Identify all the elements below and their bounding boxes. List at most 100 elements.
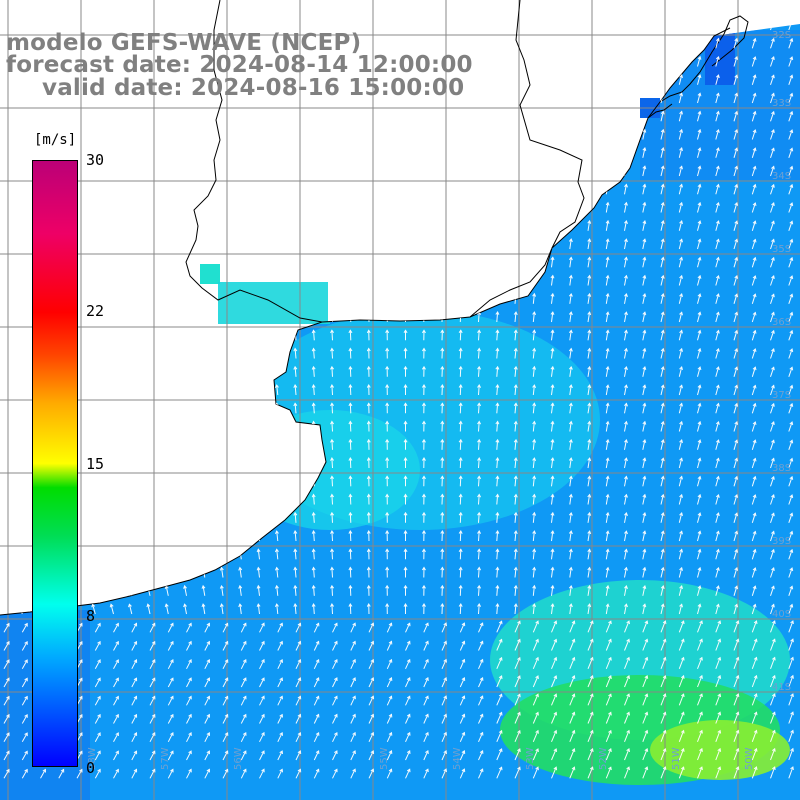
wind-arrow-head bbox=[366, 365, 371, 370]
wind-arrow bbox=[642, 604, 646, 615]
wind-arrow bbox=[478, 403, 480, 414]
wind-arrow-head bbox=[404, 20, 407, 23]
wind-arrow-head bbox=[771, 21, 774, 24]
wind-arrow bbox=[202, 166, 206, 177]
wind-arrow bbox=[514, 166, 517, 177]
wind-arrow-head bbox=[679, 347, 683, 352]
wind-arrow-head bbox=[334, 695, 338, 700]
wind-arrow-head bbox=[679, 37, 683, 42]
wind-arrow-head bbox=[183, 511, 187, 516]
wind-arrow bbox=[386, 659, 392, 670]
wind-arrow-head bbox=[256, 384, 261, 389]
wind-arrow-head bbox=[680, 747, 685, 752]
wind-arrow bbox=[697, 166, 701, 177]
wind-arrow-head bbox=[274, 238, 279, 243]
wind-arrow bbox=[202, 476, 206, 487]
wind-arrow-head bbox=[624, 55, 628, 60]
wind-arrow-head bbox=[568, 420, 573, 425]
wind-arrow bbox=[149, 623, 156, 633]
wind-arrow bbox=[624, 693, 630, 706]
wind-arrow bbox=[514, 604, 517, 615]
wind-arrow-head bbox=[330, 548, 335, 553]
wind-arrow-head bbox=[385, 365, 390, 370]
wind-arrow-head bbox=[315, 750, 320, 755]
wind-arrow-head bbox=[146, 274, 151, 279]
wind-arrow bbox=[18, 586, 23, 596]
wind-arrow bbox=[478, 92, 480, 104]
wind-arrow bbox=[349, 403, 352, 414]
wind-arrow-head bbox=[421, 238, 426, 242]
wind-arrow bbox=[128, 567, 133, 578]
wind-arrow bbox=[276, 476, 279, 487]
wind-arrow bbox=[459, 384, 462, 396]
wind-arrow-head bbox=[388, 695, 393, 700]
wind-arrow-head bbox=[297, 640, 302, 645]
wind-arrow bbox=[167, 659, 174, 670]
wind-arrow bbox=[496, 56, 499, 67]
wind-arrow bbox=[788, 93, 793, 104]
wind-arrow bbox=[733, 766, 739, 779]
wind-arrow bbox=[257, 220, 260, 231]
wind-arrow-head bbox=[17, 603, 22, 608]
wind-arrow-head bbox=[133, 640, 138, 645]
wind-arrow bbox=[167, 677, 174, 688]
wind-arrow bbox=[660, 748, 666, 761]
wind-arrow-head bbox=[697, 220, 702, 225]
wind-arrow-head bbox=[715, 603, 720, 608]
wind-arrow-head bbox=[219, 402, 224, 407]
wind-arrow bbox=[184, 421, 187, 432]
wind-arrow-head bbox=[0, 202, 4, 207]
wind-arrow bbox=[277, 696, 283, 706]
wind-arrow bbox=[349, 512, 352, 523]
wind-arrow-head bbox=[366, 420, 371, 425]
wind-arrow-head bbox=[771, 238, 775, 243]
wind-arrow-head bbox=[425, 622, 429, 627]
wind-arrow bbox=[184, 366, 187, 377]
wind-arrow bbox=[350, 622, 356, 633]
wind-arrow-head bbox=[188, 659, 192, 663]
wind-arrow-head bbox=[421, 165, 426, 169]
wind-arrow-head bbox=[403, 292, 408, 297]
wind-arrow-head bbox=[91, 293, 96, 298]
wind-arrow-head bbox=[605, 457, 610, 462]
wind-arrow bbox=[110, 184, 114, 195]
wind-arrow-head bbox=[550, 548, 555, 553]
wind-arrow-head bbox=[440, 183, 445, 188]
wind-arrow bbox=[587, 512, 591, 523]
wind-arrow-head bbox=[699, 620, 703, 625]
wind-arrow-head bbox=[624, 238, 628, 243]
wind-arrow-head bbox=[550, 311, 555, 316]
wind-arrow bbox=[660, 56, 664, 67]
wind-arrow-head bbox=[605, 110, 610, 115]
wind-arrow-head bbox=[146, 420, 151, 425]
wind-arrow bbox=[18, 294, 23, 304]
lat-label: 34S bbox=[772, 171, 791, 182]
wind-arrow-head bbox=[440, 475, 445, 480]
wind-arrow-head bbox=[734, 293, 739, 298]
wind-arrow-head bbox=[626, 748, 630, 752]
wind-arrow-head bbox=[624, 110, 628, 115]
wind-arrow bbox=[624, 439, 627, 450]
wind-arrow bbox=[478, 732, 484, 743]
wind-arrow-head bbox=[238, 365, 243, 370]
wind-arrow bbox=[587, 348, 591, 359]
wind-arrow bbox=[751, 639, 757, 651]
wind-arrow bbox=[514, 111, 517, 122]
wind-arrow-head bbox=[517, 638, 521, 643]
wind-arrow-head bbox=[642, 402, 647, 407]
wind-arrow-head bbox=[624, 146, 628, 151]
wind-arrow-head bbox=[164, 183, 169, 188]
wind-arrow-head bbox=[170, 640, 174, 645]
wind-arrow-head bbox=[495, 256, 500, 261]
wind-arrow bbox=[55, 148, 60, 158]
wind-arrow-head bbox=[496, 20, 499, 23]
wind-arrow bbox=[423, 714, 429, 724]
wind-arrow bbox=[697, 293, 701, 304]
wind-arrow-head bbox=[715, 128, 720, 133]
wind-arrow-head bbox=[477, 37, 482, 42]
wind-arrow bbox=[3, 769, 10, 779]
wind-arrow-head bbox=[443, 768, 447, 773]
wind-arrow-head bbox=[553, 729, 558, 734]
wind-arrow bbox=[204, 623, 210, 633]
wind-arrow-head bbox=[297, 622, 302, 627]
